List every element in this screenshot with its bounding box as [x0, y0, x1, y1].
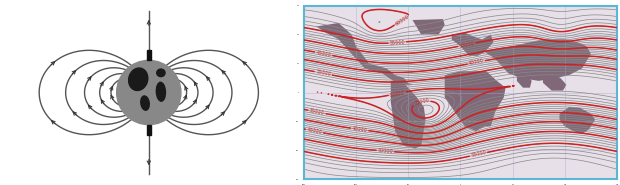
Text: 55000: 55000: [471, 150, 487, 158]
Text: 35000: 35000: [315, 69, 332, 77]
Polygon shape: [543, 71, 567, 91]
Text: 45000: 45000: [316, 50, 332, 58]
Polygon shape: [314, 23, 412, 85]
Ellipse shape: [156, 82, 166, 101]
Polygon shape: [559, 107, 595, 134]
Ellipse shape: [157, 69, 165, 77]
Bar: [147, 125, 151, 135]
Text: 60000: 60000: [394, 14, 410, 27]
Text: 50000: 50000: [459, 41, 475, 49]
Polygon shape: [445, 71, 505, 131]
Circle shape: [117, 60, 181, 125]
Text: 50000: 50000: [378, 148, 393, 154]
Polygon shape: [517, 68, 532, 88]
Polygon shape: [451, 33, 494, 56]
Bar: [147, 50, 151, 60]
Polygon shape: [485, 39, 591, 81]
Text: 30000: 30000: [389, 90, 405, 97]
Ellipse shape: [141, 96, 149, 110]
Text: 40000: 40000: [352, 126, 368, 133]
Text: 35000: 35000: [309, 108, 325, 116]
Text: 25000: 25000: [414, 97, 430, 106]
Polygon shape: [391, 81, 425, 149]
Text: 45000: 45000: [306, 127, 322, 135]
Text: 40000: 40000: [468, 58, 484, 66]
Ellipse shape: [128, 68, 148, 90]
Polygon shape: [412, 19, 445, 35]
Text: 55000: 55000: [389, 39, 405, 46]
